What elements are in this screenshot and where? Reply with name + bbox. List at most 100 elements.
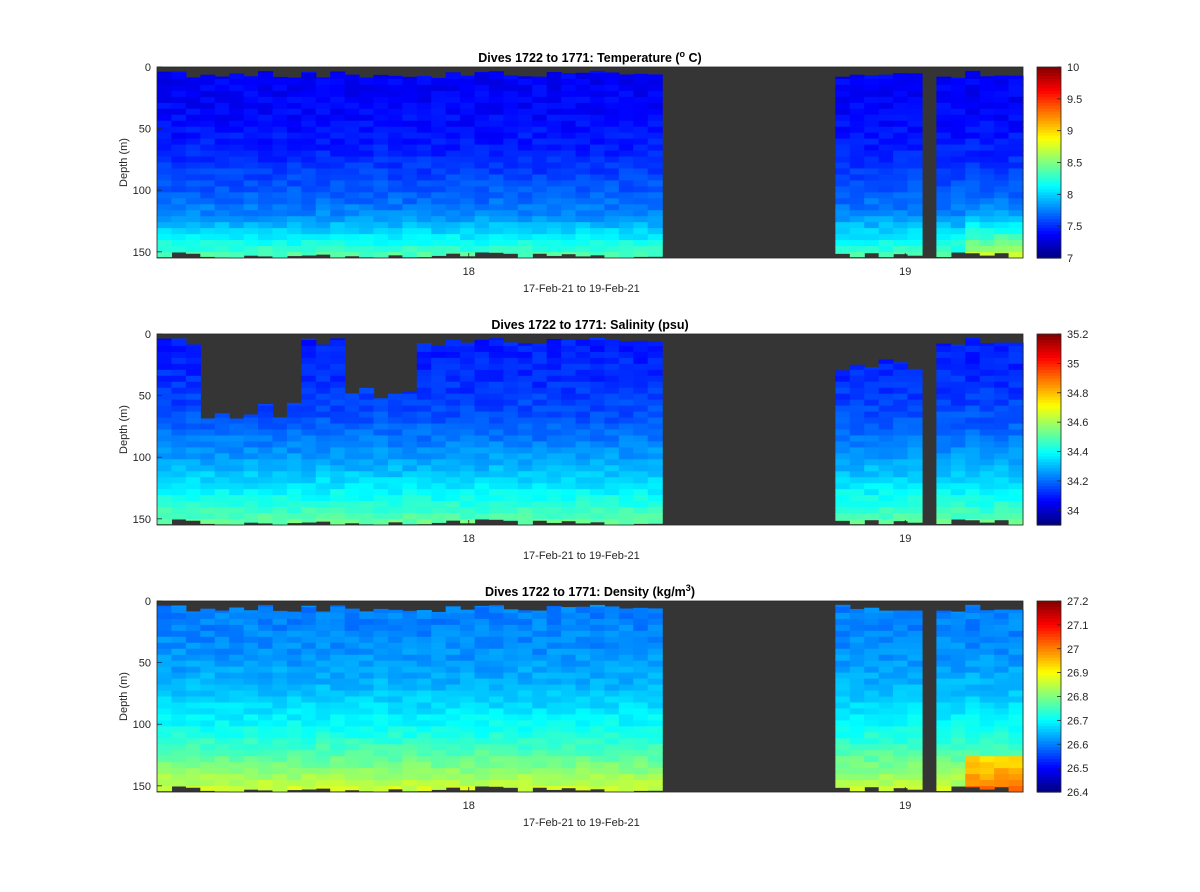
heatmap-cell (1008, 507, 1024, 514)
heatmap-cell (878, 114, 894, 122)
heatmap-cell (359, 138, 375, 146)
heatmap-cell (907, 618, 923, 626)
heatmap-cell (157, 351, 173, 359)
heatmap-cell (171, 114, 187, 122)
heatmap-cell (633, 726, 649, 733)
heatmap-cell (272, 252, 288, 259)
heatmap-cell (835, 144, 851, 152)
heatmap-cell (979, 714, 995, 721)
heatmap-cell (488, 240, 504, 247)
heatmap-cell (286, 435, 302, 443)
heatmap-cell (315, 369, 331, 377)
heatmap-cell (878, 690, 894, 698)
heatmap-cell (315, 732, 331, 739)
heatmap-cell (994, 612, 1010, 620)
heatmap-cell (460, 690, 476, 698)
heatmap-cell (157, 605, 173, 608)
heatmap-cell (532, 102, 548, 110)
heatmap-cell (474, 138, 490, 146)
heatmap-cell (373, 108, 389, 116)
heatmap-cell (185, 774, 201, 781)
heatmap-cell (359, 756, 375, 763)
heatmap-cell (171, 441, 187, 449)
heatmap-cell (157, 339, 173, 347)
colorbar-swatch (1037, 225, 1061, 229)
heatmap-cell (330, 405, 346, 413)
heatmap-cell (936, 441, 952, 449)
colorbar-swatch (1037, 84, 1061, 89)
heatmap-cell (460, 636, 476, 644)
heatmap-cell (907, 624, 923, 632)
heatmap-cell (185, 102, 201, 110)
heatmap-cell (849, 786, 865, 792)
heatmap-cell (171, 618, 187, 626)
heatmap-cell (157, 459, 173, 466)
heatmap-cell (835, 750, 851, 757)
heatmap-cell (950, 132, 966, 140)
heatmap-cell (590, 387, 606, 395)
heatmap-cell (488, 435, 504, 443)
heatmap-cell (171, 84, 187, 92)
heatmap-cell (647, 186, 663, 193)
heatmap-cell (330, 222, 346, 229)
heatmap-cell (157, 513, 173, 520)
heatmap-cell (575, 84, 591, 92)
heatmap-cell (907, 744, 923, 751)
heatmap-cell (604, 453, 620, 460)
heatmap-cell (575, 660, 591, 668)
heatmap-cell (590, 447, 606, 454)
heatmap-cell (445, 423, 461, 431)
heatmap-cell (330, 339, 346, 347)
heatmap-cell (214, 612, 230, 620)
heatmap-cell (503, 168, 519, 176)
heatmap-cell (243, 96, 259, 104)
heatmap-cell (460, 168, 476, 176)
heatmap-cell (633, 369, 649, 377)
heatmap-cell (445, 660, 461, 668)
heatmap-cell (445, 246, 461, 253)
heatmap-cell (604, 666, 620, 674)
heatmap-cell (517, 393, 533, 401)
heatmap-cell (590, 357, 606, 365)
heatmap-cell (445, 375, 461, 383)
heatmap-cell (864, 732, 880, 739)
heatmap-cell (258, 162, 274, 170)
heatmap-cell (893, 108, 909, 116)
heatmap-cell (445, 240, 461, 247)
heatmap-cell (214, 684, 230, 692)
heatmap-cell (633, 84, 649, 92)
heatmap-cell (633, 150, 649, 158)
heatmap-cell (517, 660, 533, 668)
heatmap-cell (445, 636, 461, 644)
heatmap-cell (907, 471, 923, 478)
heatmap-cell (214, 465, 230, 472)
heatmap-cell (373, 234, 389, 241)
heatmap-cell (936, 768, 952, 775)
heatmap-cell (474, 678, 490, 686)
heatmap-cell (503, 198, 519, 205)
heatmap-cell (647, 393, 663, 401)
heatmap-cell (474, 762, 490, 769)
colorbar-tick-label: 34.6 (1067, 417, 1088, 429)
heatmap-cell (590, 120, 606, 128)
heatmap-cell (950, 708, 966, 716)
heatmap-cell (864, 96, 880, 104)
heatmap-cell (849, 708, 865, 716)
heatmap-cell (171, 684, 187, 692)
heatmap-cell (878, 96, 894, 104)
heatmap-cell (229, 168, 245, 176)
heatmap-cell (849, 162, 865, 170)
heatmap-cell (878, 780, 894, 787)
heatmap-cell (272, 126, 288, 134)
heatmap-cell (229, 726, 245, 733)
heatmap-cell (431, 78, 447, 86)
heatmap-cell (214, 654, 230, 662)
heatmap-cell (387, 720, 403, 727)
heatmap-cell (575, 198, 591, 205)
heatmap-cell (575, 228, 591, 235)
heatmap-cell (373, 612, 389, 620)
heatmap-cell (1008, 90, 1024, 98)
heatmap-cell (373, 608, 389, 614)
heatmap-cell (315, 108, 331, 116)
heatmap-cell (359, 465, 375, 472)
